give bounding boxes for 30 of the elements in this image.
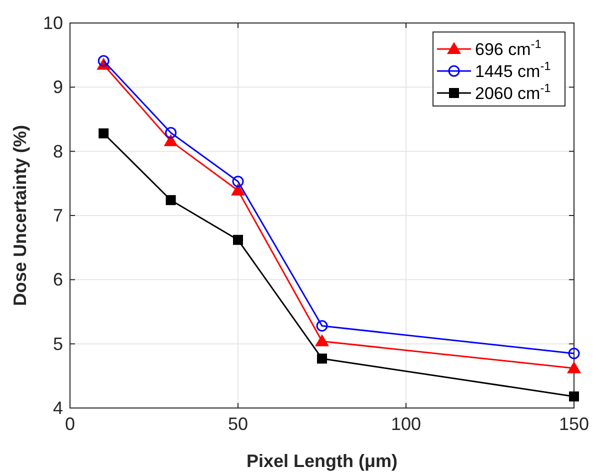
y-tick-label: 9 (52, 77, 63, 98)
y-tick-label: 4 (52, 398, 63, 418)
legend-label: 696 cm$^{-1}$ (475, 37, 542, 59)
y-tick-label: 10 (42, 13, 63, 33)
point (232, 176, 244, 188)
point (233, 234, 243, 245)
x-tick-label: 0 (64, 414, 76, 434)
point (316, 320, 328, 332)
x-tick-label: 50 (228, 414, 248, 434)
point (567, 361, 581, 374)
point (568, 348, 580, 360)
x-tick-label: 100 (390, 414, 422, 434)
point (315, 334, 329, 346)
y-tick-label: 8 (52, 141, 63, 162)
point (569, 391, 579, 402)
x-tick-label: 150 (558, 414, 590, 434)
point (98, 128, 109, 138)
y-axis-title: Dose Uncertainty (%) (10, 124, 30, 306)
point (165, 126, 177, 138)
point (164, 134, 178, 146)
point (166, 195, 176, 206)
x-axis-title: Pixel Length (μm) (246, 451, 398, 471)
point (98, 55, 110, 67)
y-tick-label: 7 (52, 206, 63, 226)
point (231, 183, 245, 196)
legend-label: 2060 cm$^{-1}$ (475, 81, 552, 103)
point (317, 354, 327, 364)
legend-label: 1445 cm$^{-1}$ (475, 59, 552, 81)
y-tick-label: 6 (52, 270, 63, 290)
y-tick-label: 5 (52, 334, 63, 354)
